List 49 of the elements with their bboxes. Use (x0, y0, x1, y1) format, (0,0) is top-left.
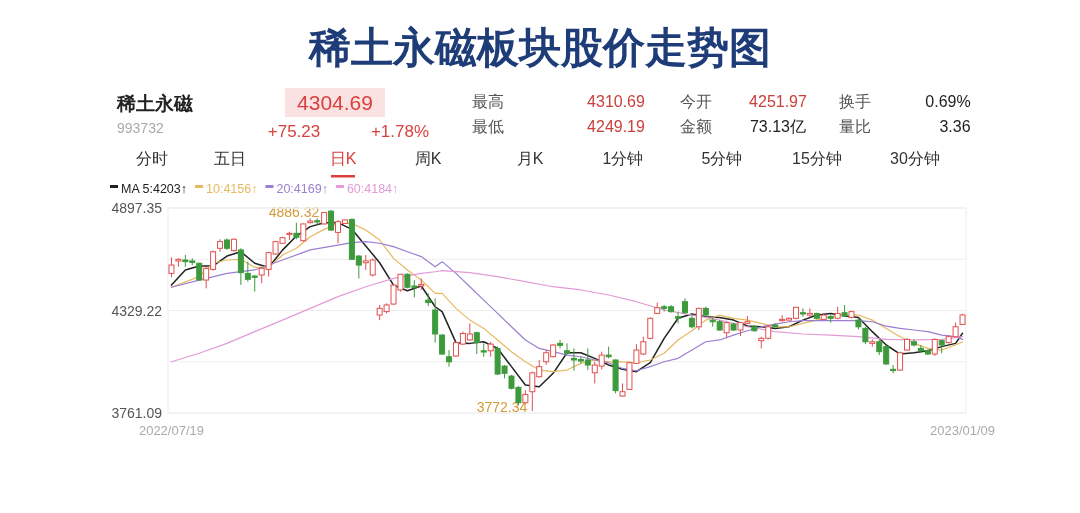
text: 今开 (680, 93, 712, 110)
candlestick (168, 256, 175, 278)
legend-label: MA 5:4203↑ (121, 182, 188, 196)
candlestick (237, 247, 244, 286)
x-tick-label: 2023/01/09 (929, 423, 996, 438)
candlestick (675, 311, 682, 324)
text: 4251.97 (749, 93, 808, 110)
text: 73.13亿 (749, 118, 807, 135)
candlestick (806, 307, 813, 318)
chart-title: 稀土永磁板块股价走势图 (308, 24, 771, 71)
text: +1.78% (370, 122, 430, 141)
line-series (170, 270, 964, 363)
text: 3.36 (939, 118, 971, 135)
text: 分时 (136, 150, 168, 167)
text: 4310.69 (587, 93, 646, 110)
candlestick (890, 364, 897, 374)
y-tick-label: 4897.35 (111, 200, 163, 216)
legend-label: 60:4184↑ (346, 182, 399, 196)
text: 月K (516, 150, 544, 167)
text: 4304.69 (297, 91, 373, 114)
annotation: 3772.34 (476, 398, 528, 415)
text: 993732 (117, 120, 164, 136)
text: 30分钟 (890, 150, 940, 167)
text: +75.23 (267, 122, 321, 141)
text: 最高 (472, 93, 504, 110)
y-tick-label: 3761.09 (111, 405, 163, 421)
x-tick-label: 2022/07/19 (138, 423, 205, 438)
legend-label: 10:4156↑ (206, 182, 258, 196)
text: 4249.19 (587, 118, 646, 135)
candlestick (300, 222, 307, 243)
candlestick (564, 342, 570, 356)
text: 15分钟 (792, 150, 842, 167)
text: 日K (329, 150, 357, 167)
candlestick (799, 307, 806, 318)
annotation: 4886.32 (268, 203, 320, 220)
text: 量比 (839, 118, 871, 135)
y-tick-label: 4329.22 (111, 302, 163, 319)
text: 五日 (214, 150, 246, 167)
text: 金额 (680, 118, 712, 135)
text: 周K (414, 150, 442, 167)
text: 0.69% (925, 93, 971, 110)
text: 稀土永磁 (116, 93, 193, 114)
text: 1分钟 (602, 150, 644, 167)
candlestick (446, 349, 453, 368)
text: 5分钟 (701, 150, 743, 167)
legend-label: 20:4169↑ (276, 182, 328, 196)
text: 换手 (839, 93, 871, 110)
text: 最低 (472, 118, 504, 135)
candlestick (557, 339, 564, 349)
